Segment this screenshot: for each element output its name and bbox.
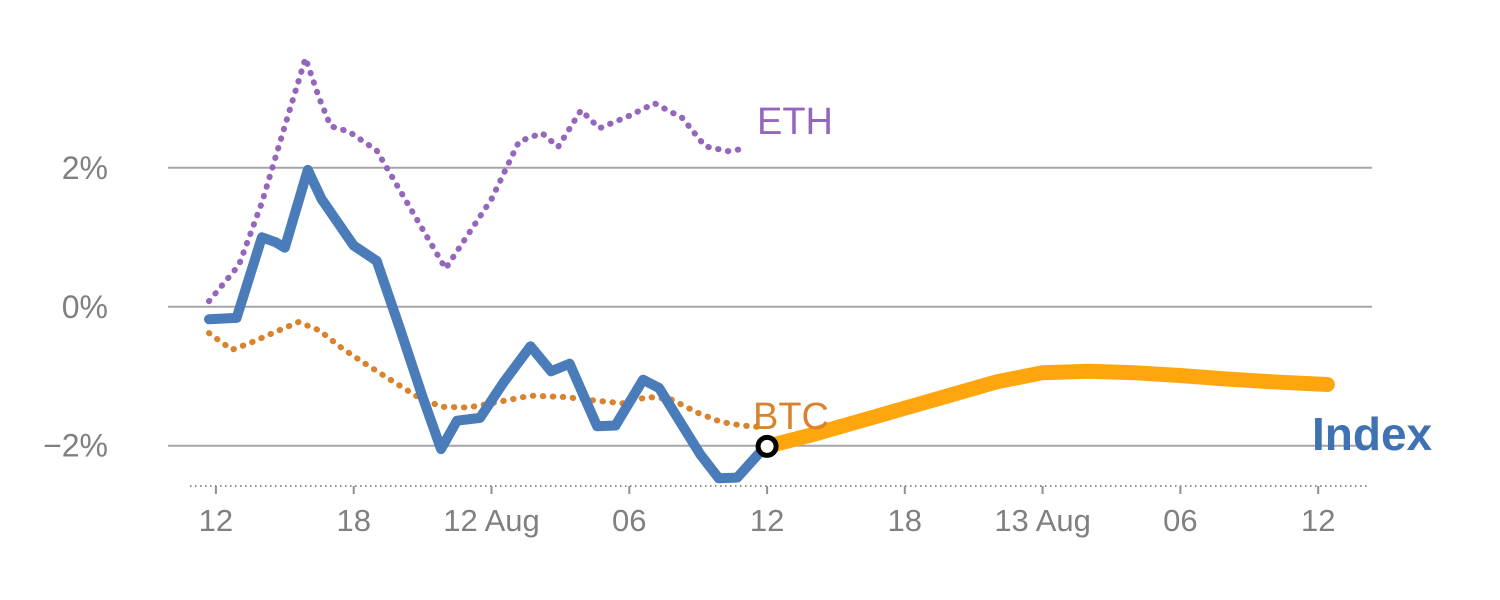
eth-series-label: ETH bbox=[757, 101, 833, 143]
x-axis-tick-label: 13 Aug bbox=[994, 503, 1091, 538]
x-axis-tick-label: 18 bbox=[888, 503, 922, 538]
index-forecast-line bbox=[759, 363, 1335, 454]
index-observed-line bbox=[204, 164, 770, 484]
index-series-label: Index bbox=[1312, 408, 1433, 460]
x-axis-tick-label: 06 bbox=[1163, 503, 1197, 538]
x-axis-tick-label: 18 bbox=[336, 503, 370, 538]
y-axis-tick-label: −2% bbox=[43, 428, 108, 464]
x-axis-tick-label: 06 bbox=[612, 503, 646, 538]
x-axis-tick-label: 12 bbox=[1301, 503, 1335, 538]
y-axis-tick-label: 2% bbox=[62, 150, 108, 186]
eth-line bbox=[206, 55, 750, 305]
x-axis-tick-label: 12 Aug bbox=[443, 503, 540, 538]
forecast-start-marker bbox=[755, 434, 779, 458]
x-axis-tick-label: 12 bbox=[199, 503, 233, 538]
btc-line bbox=[206, 319, 761, 430]
x-axis-tick-label: 12 bbox=[750, 503, 784, 538]
btc-series-label: BTC bbox=[753, 396, 829, 438]
y-axis-tick-label: 0% bbox=[62, 289, 108, 325]
